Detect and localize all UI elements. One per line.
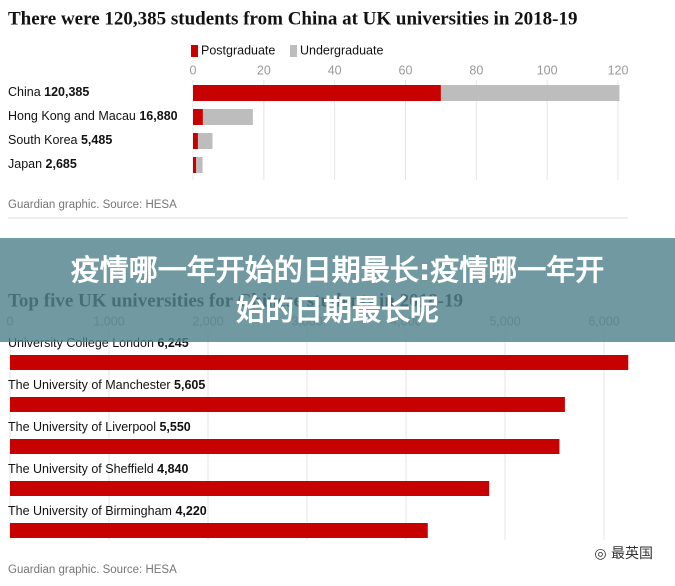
category-name: The University of Sheffield xyxy=(8,462,154,476)
bar xyxy=(10,397,565,412)
category-name: South Korea xyxy=(8,133,78,147)
value-label: 5,605 xyxy=(174,378,205,392)
value-label: 5,550 xyxy=(159,420,190,434)
x-tick-label: 100 xyxy=(537,63,558,77)
category-label: China 120,385 xyxy=(8,85,89,99)
bar xyxy=(10,523,428,538)
x-tick-label: 60 xyxy=(399,63,413,77)
bar-segment xyxy=(193,85,441,101)
bar xyxy=(10,355,629,370)
bar-segment xyxy=(196,157,203,173)
bar xyxy=(10,481,490,496)
category-label: Hong Kong and Macau 16,880 xyxy=(8,109,178,123)
category-label: The University of Liverpool 5,550 xyxy=(8,420,191,434)
category-total: 16,880 xyxy=(139,109,177,123)
bar-segment xyxy=(202,109,253,125)
bar xyxy=(10,439,560,454)
category-name: China xyxy=(8,85,41,99)
watermark-text: 最英国 xyxy=(611,546,653,562)
bar-segment xyxy=(193,157,197,173)
bar-segment xyxy=(440,85,620,101)
category-total: 5,485 xyxy=(81,133,112,147)
category-name: Japan xyxy=(8,157,42,171)
legend-label: Undergraduate xyxy=(300,43,383,57)
value-label: 4,220 xyxy=(175,504,206,518)
category-name: The University of Birmingham xyxy=(8,504,172,518)
source: Guardian graphic. Source: HESA xyxy=(8,199,177,211)
category-name: The University of Liverpool xyxy=(8,420,156,434)
category-name: Hong Kong and Macau xyxy=(8,109,136,123)
category-name: The University of Manchester xyxy=(8,378,171,392)
x-tick-label: 80 xyxy=(469,63,483,77)
category-total: 120,385 xyxy=(44,85,89,99)
category-label: The University of Birmingham 4,220 xyxy=(8,504,207,518)
legend-label: Postgraduate xyxy=(201,43,275,57)
category-label: Japan 2,685 xyxy=(8,157,77,171)
overlay-text: 疫情哪一年开始的日期最长:疫情哪一年开始的日期最长呢 xyxy=(70,253,605,327)
bar-segment xyxy=(193,109,203,125)
category-label: South Korea 5,485 xyxy=(8,133,112,147)
category-total: 2,685 xyxy=(46,157,77,171)
source: Guardian graphic. Source: HESA xyxy=(8,564,177,576)
bar-segment xyxy=(193,133,198,149)
x-tick-label: 120 xyxy=(608,63,629,77)
category-label: The University of Sheffield 4,840 xyxy=(8,462,189,476)
chart-title: There were 120,385 students from China a… xyxy=(8,8,577,29)
legend-swatch xyxy=(191,45,198,57)
x-tick-label: 40 xyxy=(328,63,342,77)
legend-swatch xyxy=(290,45,297,57)
overlay-banner: 疫情哪一年开始的日期最长:疫情哪一年开始的日期最长呢 xyxy=(0,238,675,342)
category-label: The University of Manchester 5,605 xyxy=(8,378,205,392)
watermark: ◎ 最英国 xyxy=(594,543,653,563)
watermark-icon: ◎ xyxy=(594,546,611,562)
x-tick-label: 0 xyxy=(190,63,197,77)
value-label: 4,840 xyxy=(157,462,188,476)
bar-segment xyxy=(197,133,213,149)
x-tick-label: 20 xyxy=(257,63,271,77)
